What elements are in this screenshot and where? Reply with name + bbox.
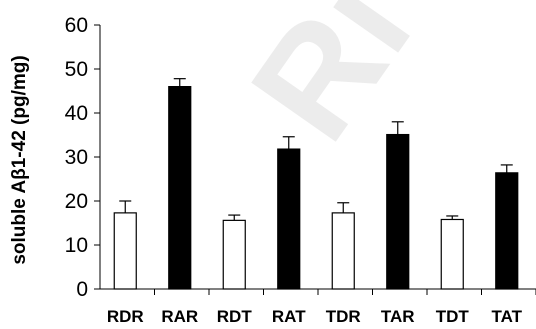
x-tick-label-rar: RAR [161, 307, 198, 326]
x-tick-label-tat: TAT [491, 307, 522, 326]
x-tick-label-tdr: TDR [326, 307, 361, 326]
x-tick-label-rdr: RDR [107, 307, 144, 326]
bar-rdr [113, 212, 137, 290]
x-tick-label-rat: RAT [272, 307, 306, 326]
y-tick-label: 60 [65, 14, 88, 37]
error-bars [119, 78, 513, 221]
x-tick-labels: RDR RAR RDT RAT TDR TAR TDT TAT [107, 307, 523, 326]
bar-rar [168, 85, 192, 290]
bar-rdt [222, 219, 246, 290]
y-tick-label: 20 [65, 190, 88, 213]
bar-tar [386, 133, 410, 290]
y-tick-label: 10 [65, 234, 88, 257]
y-tick-label: 30 [65, 146, 88, 169]
y-axis-title: soluble Aβ1-42 (pg/mg) [9, 55, 30, 264]
y-tick-label: 40 [65, 102, 88, 125]
y-tick-label: 0 [76, 278, 88, 301]
bars [113, 85, 519, 290]
bar-rat [277, 148, 301, 290]
bar-tat [495, 172, 519, 290]
y-tick-label: 50 [65, 58, 88, 81]
bar-tdt [440, 218, 464, 290]
y-tick-labels: 0 10 20 30 40 50 60 [65, 14, 88, 301]
bar-tdr [331, 212, 355, 290]
x-tick-label-tar: TAR [381, 307, 415, 326]
x-tick-label-tdt: TDT [436, 307, 470, 326]
x-tick-label-rdt: RDT [217, 307, 253, 326]
